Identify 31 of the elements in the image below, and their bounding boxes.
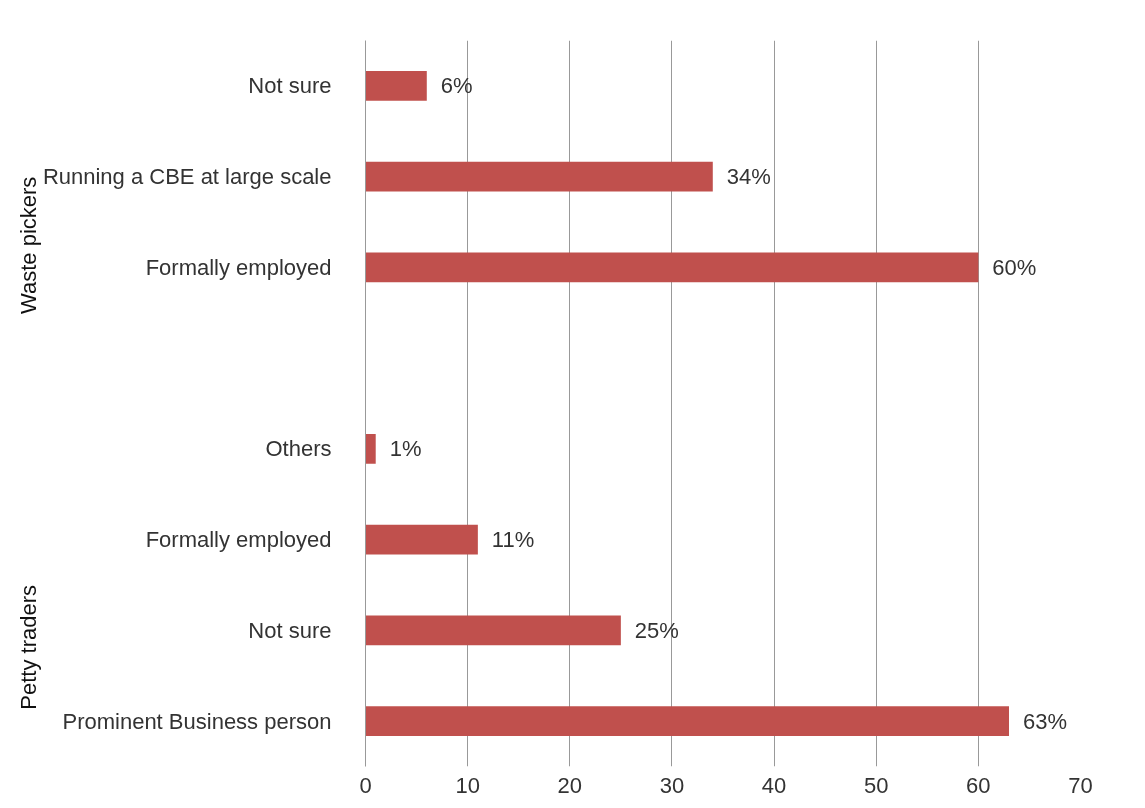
data-label: 1% [389,436,422,462]
bar [365,70,427,101]
data-label: 6% [440,73,473,99]
text: Waste pickers [16,176,41,314]
data-label: 60% [992,254,1037,280]
x-tick-label: 30 [659,772,685,798]
y-tick-label: Formally employed [145,254,332,280]
y-tick-label: Not sure [248,73,332,99]
x-tick-label: 60 [966,772,991,798]
data-label: 63% [1023,708,1068,734]
text: Petty traders [16,585,41,710]
bar [365,252,979,283]
y-tick-label: Running a CBE at large scale [42,164,332,190]
bar [365,615,621,646]
x-tick-label: 10 [455,772,480,798]
x-tick-label: 0 [359,772,372,798]
data-label: 25% [634,617,679,643]
bar [365,433,376,464]
bar [365,706,1009,737]
x-tick-label: 40 [761,772,787,798]
x-tick-label: 70 [1068,772,1093,798]
x-tick-label: 20 [557,772,583,798]
y-tick-label: Prominent Business person [62,708,332,734]
y-tick-label: Formally employed [145,527,332,553]
data-label: 11% [491,527,535,553]
bar [365,524,478,555]
x-tick-label: 50 [863,772,889,798]
y-tick-label: Others [265,436,332,462]
data-label: 34% [726,164,771,190]
bar [365,161,713,192]
y-tick-label: Not sure [248,617,332,643]
